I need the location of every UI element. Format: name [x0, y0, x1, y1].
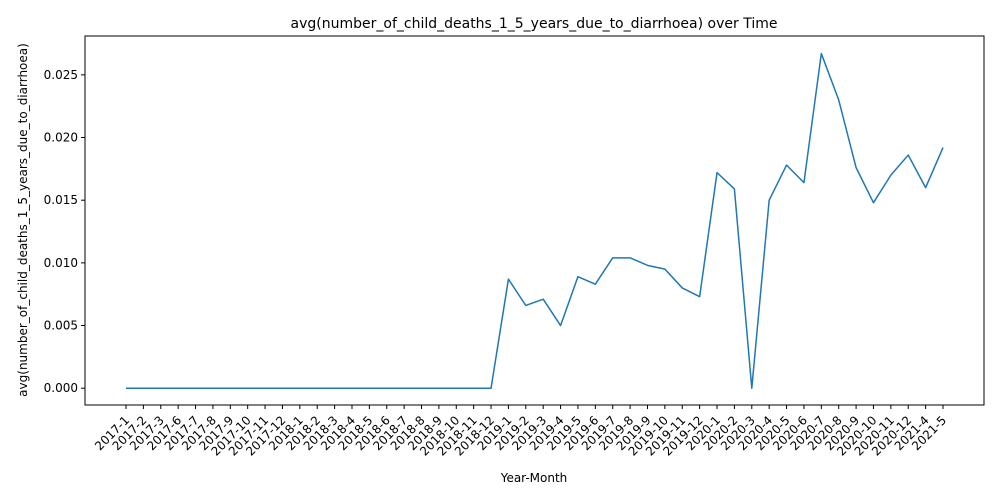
- x-axis-label: Year-Month: [500, 471, 568, 485]
- y-tick-label: 0.025: [44, 68, 78, 82]
- y-tick-label: 0.010: [44, 256, 78, 270]
- chart-title: avg(number_of_child_deaths_1_5_years_due…: [291, 16, 778, 32]
- y-tick-label: 0.015: [44, 193, 78, 207]
- y-tick-label: 0.000: [44, 381, 78, 395]
- y-axis-label: avg(number_of_child_deaths_1_5_years_due…: [16, 43, 30, 397]
- plot-area: [84, 35, 985, 406]
- series-line: [126, 52, 944, 389]
- y-tick-label: 0.005: [44, 319, 78, 333]
- y-axis: 0.000 0.005 0.010 0.015 0.020 0.025: [44, 68, 85, 395]
- x-axis: 2017-12017-22017-32017-62017-72017-82017…: [92, 405, 949, 459]
- y-tick-label: 0.020: [44, 131, 78, 145]
